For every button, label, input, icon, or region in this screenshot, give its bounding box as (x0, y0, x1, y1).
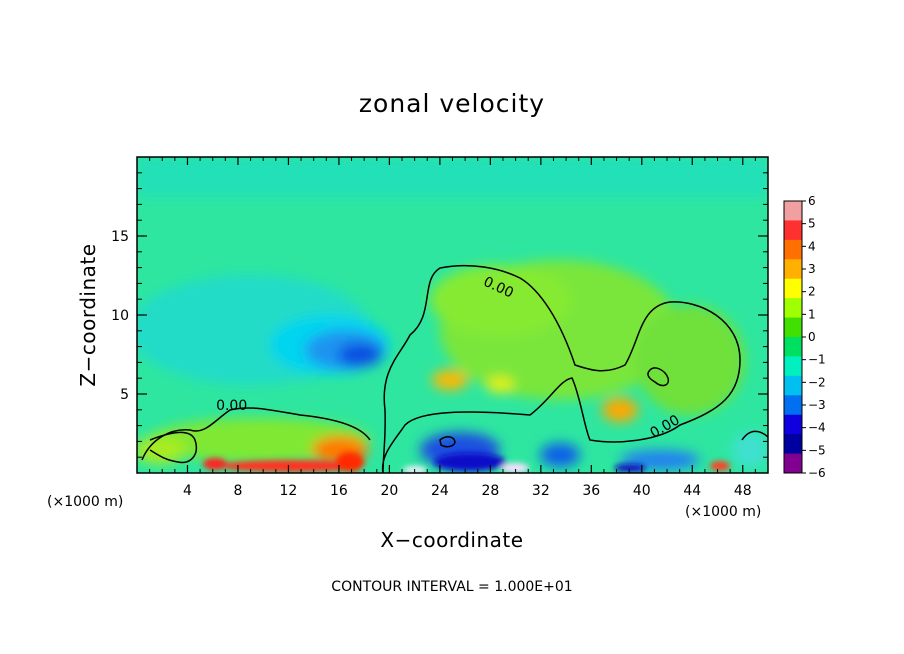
y-tick-label-1: 10 (111, 308, 129, 324)
colorbar-label-1: 5 (808, 217, 816, 231)
chart-title: zonal velocity (359, 89, 545, 118)
x-tick-label-3: 16 (330, 483, 348, 499)
x-axis-unit-left: (×1000 m) (47, 494, 123, 510)
x-axis-label: X−coordinate (380, 528, 523, 552)
x-tick-label-6: 28 (481, 483, 499, 499)
y-tick-label-2: 15 (111, 229, 129, 245)
colorbar-swatch-0 (784, 201, 802, 221)
colorbar-swatch-2 (784, 239, 802, 260)
x-tick-label-7: 32 (532, 483, 550, 499)
colorbar-swatch-7 (784, 337, 802, 357)
colorbar: 6 5 4 3 2 1 0 −1 −2 −3 −4 −5 −6 (783, 194, 826, 480)
contour-line-main (381, 264, 741, 473)
x-tick-label-10: 44 (683, 483, 701, 499)
contour-line-right (741, 430, 768, 441)
contour-line-left-lower (149, 431, 197, 464)
contour-line-left (141, 407, 371, 461)
contour-loop-east (647, 367, 670, 387)
colorbar-swatch-4 (784, 278, 802, 299)
contour-label-1: 0.00 (216, 398, 247, 414)
x-axis-ticks: 4 8 12 16 20 24 28 32 36 40 44 48 (149, 157, 756, 499)
colorbar-label-10: −4 (808, 421, 826, 435)
colorbar-label-8: −2 (808, 375, 826, 389)
colorbar-label-11: −5 (808, 443, 826, 457)
velocity-field (137, 157, 768, 470)
y-tick-label-0: 5 (120, 387, 129, 403)
colorbar-label-0: 6 (808, 194, 816, 208)
colorbar-label-5: 1 (808, 307, 816, 321)
colorbar-swatch-3 (784, 259, 802, 280)
colorbar-label-6: 0 (808, 330, 816, 344)
colorbar-label-7: −1 (808, 353, 826, 367)
x-tick-label-9: 40 (633, 483, 651, 499)
x-tick-label-5: 24 (431, 483, 449, 499)
colorbar-swatch-11 (784, 414, 802, 435)
colorbar-label-3: 3 (808, 262, 816, 276)
y-axis-label: Z−coordinate (76, 243, 100, 386)
x-tick-label-1: 8 (233, 483, 242, 499)
velocity-field-detail (203, 452, 730, 473)
plot-area (137, 157, 768, 473)
x-tick-label-8: 36 (582, 483, 600, 499)
colorbar-swatch-12 (784, 434, 802, 455)
colorbar-swatch-13 (784, 453, 802, 474)
x-tick-label-4: 20 (380, 483, 398, 499)
colorbar-swatch-8 (784, 356, 802, 377)
contour-interval-footer: CONTOUR INTERVAL = 1.000E+01 (331, 579, 572, 595)
colorbar-swatch-1 (784, 220, 802, 241)
contour-loop-south (439, 436, 456, 448)
zero-contour-lines (141, 264, 768, 473)
x-tick-label-0: 4 (183, 483, 192, 499)
colorbar-label-9: −3 (808, 398, 826, 412)
colorbar-swatch-6 (784, 317, 802, 338)
x-axis-unit-right: (×1000 m) (685, 504, 761, 520)
colorbar-label-12: −6 (808, 466, 826, 480)
x-tick-label-2: 12 (280, 483, 298, 499)
colorbar-label-4: 2 (808, 285, 816, 299)
colorbar-label-2: 4 (808, 239, 816, 253)
y-axis-ticks: 5 10 15 (111, 172, 768, 458)
colorbar-swatch-5 (784, 298, 802, 319)
x-tick-label-11: 48 (734, 483, 752, 499)
colorbar-swatch-10 (784, 395, 802, 416)
colorbar-swatch-9 (784, 375, 802, 396)
